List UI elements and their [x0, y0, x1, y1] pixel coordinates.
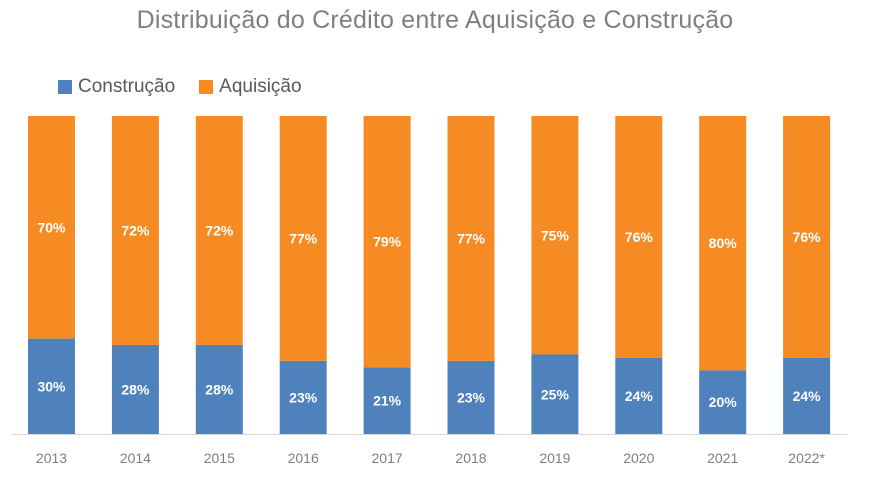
data-label-construcao-2018: 23% [457, 389, 486, 405]
chart-legend: Construção Aquisição [58, 76, 326, 98]
data-label-aquisicao-2014: 72% [121, 222, 150, 238]
data-label-aquisicao-2019: 75% [541, 227, 570, 243]
x-tick-label-2019: 2019 [539, 450, 570, 466]
bar-aquisicao-2019 [531, 116, 579, 355]
x-tick-label-2018: 2018 [455, 450, 486, 466]
bar-construcao-2020 [615, 357, 663, 434]
legend-item-construcao: Construção [58, 76, 175, 98]
bar-aquisicao-2013 [28, 116, 75, 339]
x-tick-label-2013: 2013 [36, 450, 67, 466]
legend-label-aquisicao: Aquisição [219, 76, 302, 97]
data-label-construcao-2021: 20% [709, 394, 738, 410]
data-label-aquisicao-2022: 76% [793, 229, 822, 245]
x-tick-label-2014: 2014 [120, 450, 151, 466]
bar-aquisicao-2022 [783, 116, 831, 358]
bar-construcao-2021 [699, 370, 747, 434]
data-label-construcao-2013: 30% [37, 378, 66, 394]
legend-swatch-aquisicao [199, 80, 214, 94]
bar-construcao-2014 [111, 344, 159, 434]
data-label-construcao-2020: 24% [625, 388, 654, 404]
data-label-construcao-2016: 23% [289, 389, 318, 405]
data-label-construcao-2014: 28% [121, 381, 150, 397]
bar-aquisicao-2014 [111, 116, 159, 345]
x-tick-label-2022: 2022* [788, 450, 825, 466]
data-label-aquisicao-2020: 76% [625, 229, 654, 245]
bar-construcao-2017 [363, 367, 411, 434]
data-label-construcao-2019: 25% [541, 386, 570, 402]
bar-aquisicao-2017 [363, 116, 411, 368]
x-tick-label-2020: 2020 [623, 450, 654, 466]
legend-item-aquisicao: Aquisição [199, 76, 302, 98]
x-tick-label-2016: 2016 [288, 450, 319, 466]
data-label-construcao-2017: 21% [373, 393, 402, 409]
data-label-aquisicao-2016: 77% [289, 230, 318, 246]
data-label-aquisicao-2017: 79% [373, 234, 402, 250]
data-label-aquisicao-2018: 77% [457, 230, 486, 246]
bar-construcao-2022 [783, 357, 831, 434]
bar-aquisicao-2018 [447, 116, 495, 361]
x-tick-label-2017: 2017 [372, 450, 403, 466]
bar-construcao-2016 [279, 360, 327, 434]
legend-label-construcao: Construção [78, 76, 176, 97]
bar-construcao-2013 [28, 338, 75, 434]
bar-aquisicao-2021 [699, 116, 747, 371]
bar-construcao-2019 [531, 354, 579, 434]
bar-aquisicao-2020 [615, 116, 663, 358]
data-label-construcao-2022: 24% [793, 388, 822, 404]
bar-aquisicao-2016 [279, 116, 327, 361]
bar-aquisicao-2015 [195, 116, 243, 345]
bar-construcao-2015 [195, 344, 243, 434]
data-label-aquisicao-2015: 72% [205, 222, 234, 238]
chart-title: Distribuição do Crédito entre Aquisição … [136, 6, 734, 34]
x-tick-label-2015: 2015 [204, 450, 235, 466]
legend-swatch-construcao [58, 80, 72, 94]
bar-construcao-2018 [447, 360, 495, 434]
data-label-aquisicao-2013: 70% [37, 219, 66, 235]
x-tick-label-2021: 2021 [707, 450, 738, 466]
data-label-construcao-2015: 28% [205, 381, 234, 397]
data-label-aquisicao-2021: 80% [709, 235, 738, 251]
